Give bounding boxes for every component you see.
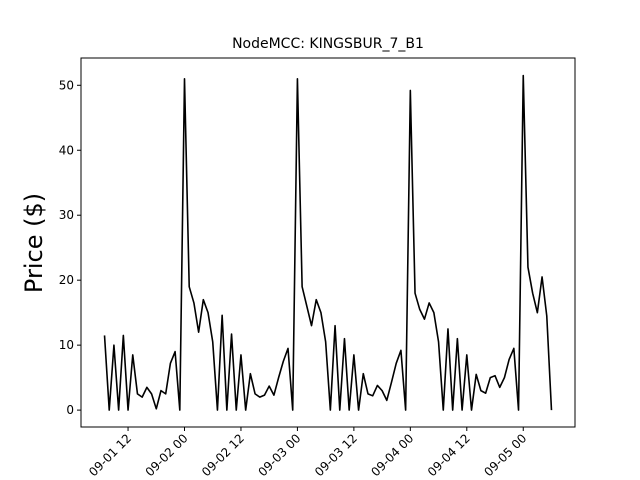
x-tick-label: 09-02 12 bbox=[199, 431, 247, 479]
x-tick-label: 09-03 00 bbox=[255, 431, 303, 479]
y-axis-label: Price ($) bbox=[20, 193, 48, 293]
plot-frame bbox=[80, 57, 576, 428]
y-tick-label: 40 bbox=[59, 143, 74, 157]
x-tick-label: 09-05 00 bbox=[481, 431, 529, 479]
y-tick-label: 50 bbox=[59, 78, 74, 92]
x-tick-label: 09-04 12 bbox=[425, 431, 473, 479]
x-tick-label: 09-03 12 bbox=[312, 431, 360, 479]
chart-title: NodeMCC: KINGSBUR_7_B1 bbox=[232, 36, 424, 52]
y-tick-label: 20 bbox=[59, 273, 74, 287]
x-tick-label: 09-02 00 bbox=[143, 431, 191, 479]
y-tick-label: 0 bbox=[66, 403, 74, 417]
x-tick-label: 09-01 12 bbox=[86, 431, 134, 479]
y-tick-label: 10 bbox=[59, 338, 74, 352]
y-tick-label: 30 bbox=[59, 208, 74, 222]
price-line bbox=[103, 74, 553, 411]
x-tick-label: 09-04 00 bbox=[368, 431, 416, 479]
